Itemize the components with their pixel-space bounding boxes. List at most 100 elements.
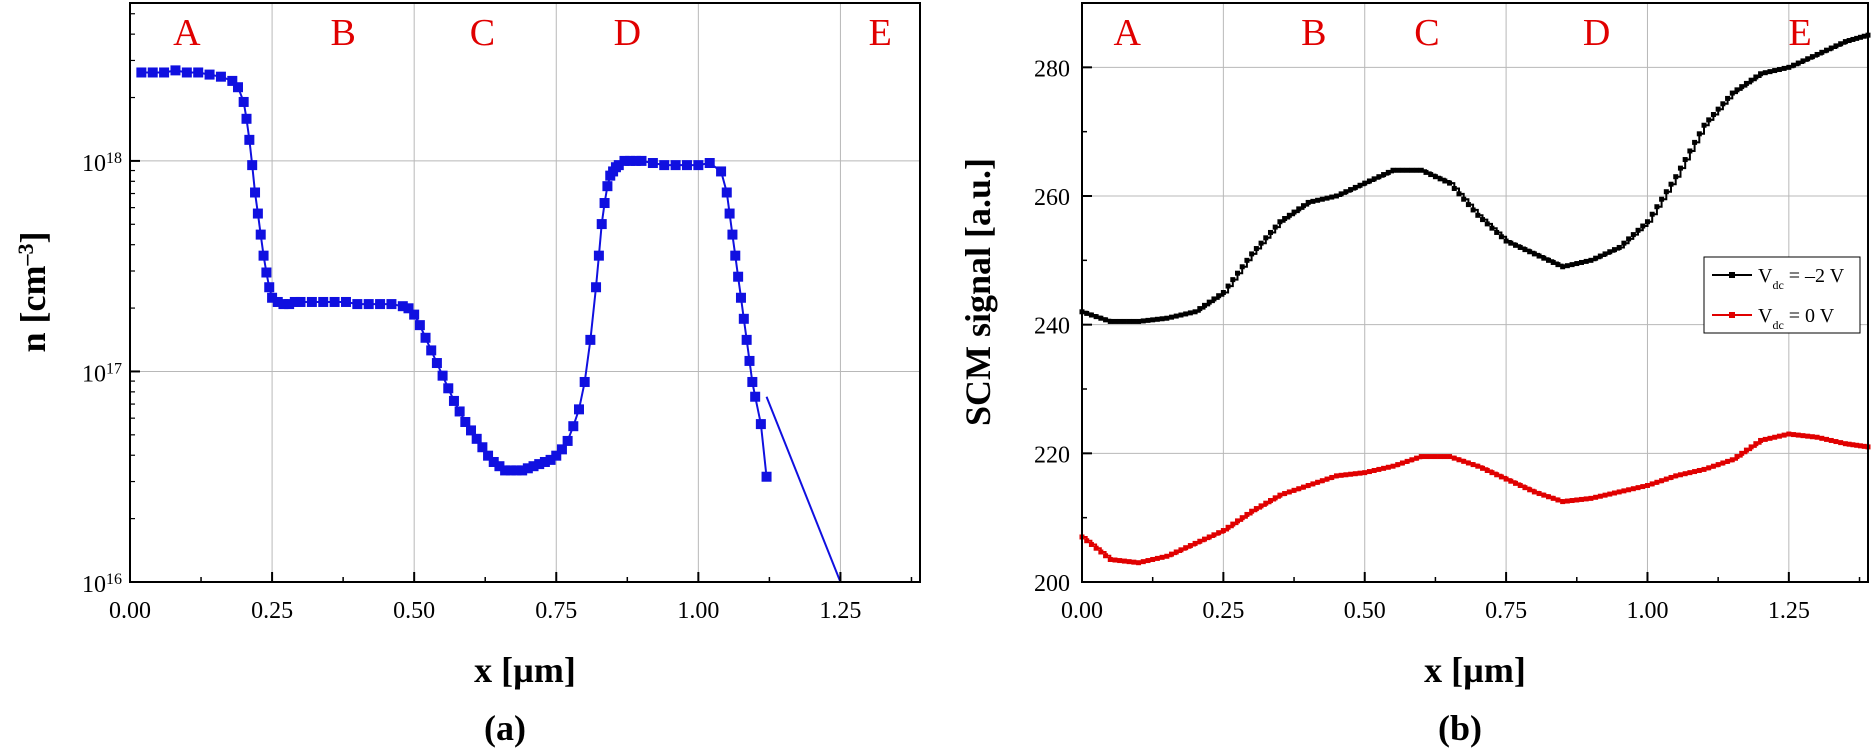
data-point-a xyxy=(593,250,604,261)
region-label-a: D xyxy=(614,12,641,54)
x-tick-label-b: 0.50 xyxy=(1344,598,1386,624)
data-point-b-2 xyxy=(1762,436,1768,442)
data-point-a xyxy=(437,370,448,381)
data-point-a xyxy=(278,299,289,310)
region-labels-b: A B C D E xyxy=(1114,12,1812,54)
region-labels-a: A B C D E xyxy=(173,12,892,54)
data-point-b-1 xyxy=(1145,317,1151,323)
data-point-b-1 xyxy=(1263,235,1269,241)
axis-ticks-a: 0.00 0.25 0.50 0.75 1.00 1.25 1016 1017 1018 xyxy=(82,13,913,624)
data-point-b-1 xyxy=(1640,223,1646,229)
data-point-a xyxy=(252,208,263,219)
data-point-a xyxy=(522,463,533,474)
data-point-b-2 xyxy=(1395,462,1401,468)
y-tick-label-a: 1016 xyxy=(82,571,122,599)
data-point-a xyxy=(264,282,275,293)
data-point-b-1 xyxy=(1357,182,1363,188)
data-point-a xyxy=(409,309,420,320)
data-point-b-2 xyxy=(1451,455,1457,461)
data-point-b-2 xyxy=(1296,486,1302,492)
data-point-a xyxy=(573,404,584,415)
data-point-b-2 xyxy=(1739,450,1745,456)
data-point-b-2 xyxy=(1159,554,1165,560)
data-point-b-2 xyxy=(1418,454,1424,460)
data-point-b-2 xyxy=(1098,549,1104,555)
data-point-b-1 xyxy=(1546,257,1552,263)
data-point-b-2 xyxy=(1710,463,1716,469)
region-label-a: E xyxy=(869,12,892,54)
data-point-b-2 xyxy=(1093,545,1099,551)
data-point-a xyxy=(704,158,715,169)
region-label-a: B xyxy=(330,12,355,54)
data-point-b-2 xyxy=(1399,460,1405,466)
data-point-a xyxy=(551,450,562,461)
plot-frame-b xyxy=(1081,2,1869,583)
data-point-a xyxy=(591,282,602,293)
data-point-b-1 xyxy=(1244,257,1250,263)
x-tick-label-b: 0.00 xyxy=(1061,598,1103,624)
data-point-b-1 xyxy=(1715,106,1721,112)
data-point-b-2 xyxy=(1791,432,1797,438)
data-point-b-1 xyxy=(1569,262,1575,268)
data-point-b-1 xyxy=(1550,259,1556,265)
data-point-b-2 xyxy=(1611,490,1617,496)
data-point-b-1 xyxy=(1758,71,1764,77)
x-tick-label-b: 0.75 xyxy=(1485,598,1527,624)
data-point-b-1 xyxy=(1286,212,1292,218)
data-point-b-2 xyxy=(1267,498,1273,504)
data-point-a xyxy=(539,456,550,467)
data-point-b-2 xyxy=(1112,557,1118,563)
data-point-b-2 xyxy=(1343,472,1349,478)
data-point-b-2 xyxy=(1574,497,1580,503)
data-point-b-2 xyxy=(1527,487,1533,493)
data-point-b-2 xyxy=(1282,491,1288,497)
data-point-b-1 xyxy=(1635,227,1641,233)
data-point-a xyxy=(568,421,579,432)
data-point-a xyxy=(232,82,243,93)
data-point-b-1 xyxy=(1846,38,1852,44)
data-point-b-2 xyxy=(1348,471,1354,477)
data-point-b-1 xyxy=(1093,314,1099,320)
data-point-b-2 xyxy=(1310,481,1316,487)
data-point-b-1 xyxy=(1131,318,1137,324)
data-point-b-1 xyxy=(1489,225,1495,231)
legend-box xyxy=(1703,256,1861,334)
data-point-b-1 xyxy=(1602,251,1608,257)
data-point-b-2 xyxy=(1088,541,1094,547)
data-point-b-1 xyxy=(1696,131,1702,137)
data-point-b-1 xyxy=(1084,310,1090,316)
data-point-a xyxy=(556,444,567,455)
data-point-b-2 xyxy=(1305,483,1311,488)
data-point-b-2 xyxy=(1857,443,1863,449)
data-point-b-2 xyxy=(1107,556,1113,562)
data-point-a xyxy=(500,465,511,476)
data-point-b-1 xyxy=(1442,178,1448,184)
data-point-b-1 xyxy=(1786,64,1792,70)
x-axis-title-b: x [µm] xyxy=(1424,650,1526,690)
data-point-b-1 xyxy=(1626,236,1632,242)
data-point-b-1 xyxy=(1461,196,1467,202)
data-point-b-1 xyxy=(1663,189,1669,195)
data-point-b-1 xyxy=(1503,238,1509,244)
y-tick-label-b: 240 xyxy=(1034,314,1070,340)
data-point-a xyxy=(730,250,741,261)
data-point-a xyxy=(147,67,158,78)
data-point-b-2 xyxy=(1376,466,1382,472)
data-point-a xyxy=(761,471,772,482)
region-label-b: A xyxy=(1114,12,1142,54)
data-point-b-2 xyxy=(1531,489,1537,495)
data-point-b-2 xyxy=(1366,469,1372,475)
data-point-b-2 xyxy=(1607,491,1613,497)
data-point-a xyxy=(724,208,735,219)
data-point-b-2 xyxy=(1263,500,1269,506)
data-point-b-1 xyxy=(1692,139,1698,145)
data-point-b-2 xyxy=(1758,437,1764,443)
data-point-b-2 xyxy=(1258,503,1264,509)
data-point-b-2 xyxy=(1202,536,1208,542)
data-point-b-1 xyxy=(1682,157,1688,163)
chart-panel-b: A B C D E 0.00 0.25 0.50 0.75 1.00 1.25 200 220 240 2… xyxy=(958,2,1871,748)
data-point-b-2 xyxy=(1654,479,1660,485)
data-point-b-2 xyxy=(1117,558,1123,564)
data-point-b-2 xyxy=(1498,474,1504,480)
y-tick-label-a: 1018 xyxy=(82,149,122,177)
